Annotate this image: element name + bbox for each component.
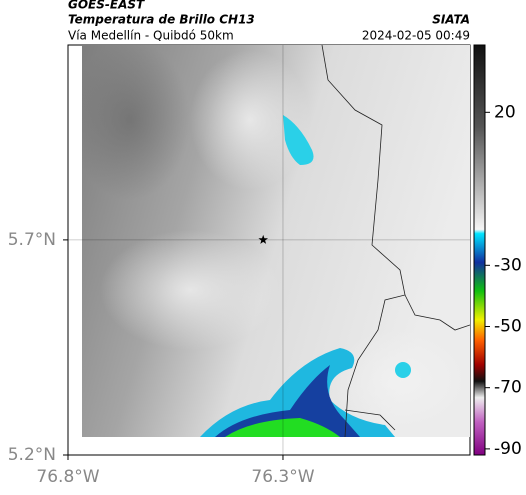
colorbar-tick-label: -90 [494,439,522,459]
colorbar-tick-label: -50 [494,316,522,336]
y-tick-label: 5.2°N [8,445,56,465]
location-marker [258,234,268,244]
route: Vía Medellín - Quibdó 50km [68,29,234,43]
x-tick-label: 76.3°W [251,467,314,487]
y-tick-label: 5.7°N [8,230,56,250]
colorbar [473,44,486,456]
colorbar-tick-label: -70 [494,378,522,398]
x-tick-label: 76.8°W [36,467,99,487]
colorbar-tick-label: 20 [494,102,516,122]
colorbar-tick-label: -30 [494,255,522,275]
product: Temperatura de Brillo CH13 [68,13,255,27]
datetime: 2024-02-05 00:49 [362,29,470,43]
imagery [82,45,470,437]
source: GOES-EAST [68,0,145,12]
agency: SIATA [432,13,470,27]
